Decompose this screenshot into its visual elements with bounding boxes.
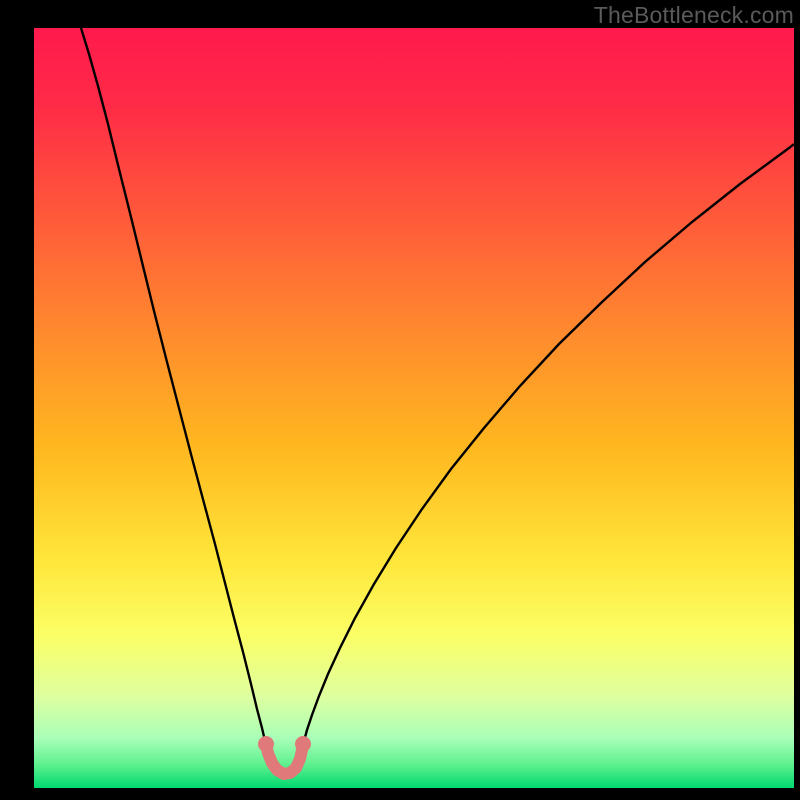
curve-left — [81, 28, 267, 748]
valley-dot-right — [295, 736, 311, 752]
plot-area — [34, 28, 794, 788]
chart-curves — [34, 28, 794, 788]
curve-right — [302, 144, 794, 748]
watermark-text: TheBottleneck.com — [594, 2, 794, 29]
valley-dot-left — [258, 736, 274, 752]
canvas: TheBottleneck.com — [0, 0, 800, 800]
